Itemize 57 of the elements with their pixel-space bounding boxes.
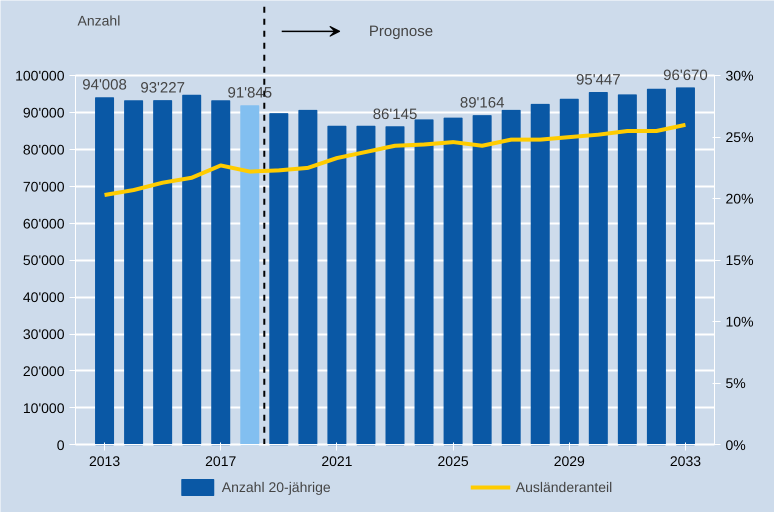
y2-tick-label: 0% [726, 436, 746, 453]
x-tick-label: 2013 [88, 452, 120, 469]
bar [618, 94, 637, 446]
y-tick-label: 30'000 [22, 326, 65, 342]
y2-tick-label: 25% [726, 129, 754, 146]
y2-tick-label: 5% [726, 375, 746, 392]
y-tick-label: 60'000 [22, 215, 65, 232]
bar [95, 97, 114, 446]
data-label: 96'670 [663, 66, 708, 84]
data-label: 93'227 [140, 80, 185, 97]
bar [414, 119, 434, 446]
y-tick-label: 40'000 [22, 289, 65, 306]
legend-label: Ausländeranteil [516, 479, 612, 495]
bar [588, 92, 608, 446]
y-axis-title: Anzahl [78, 12, 120, 28]
data-label: 95'447 [576, 71, 621, 88]
bar [182, 94, 202, 446]
bar [385, 126, 405, 446]
text: Prognose [368, 22, 434, 40]
y2-tick-label: 20% [726, 190, 754, 207]
bar [211, 100, 230, 446]
x-tick-label: 2029 [554, 452, 586, 469]
y-tick-label: 80'000 [22, 141, 65, 158]
x-tick-label: 2033 [670, 452, 702, 469]
bar [646, 88, 666, 446]
x-tick-label: 2025 [438, 452, 469, 469]
y-tick-label: 100'000 [15, 68, 65, 84]
bar [298, 110, 318, 446]
bar [269, 113, 288, 446]
bar [560, 98, 579, 446]
y-tick-label: 10'000 [22, 400, 65, 416]
y2-tick-label: 30% [726, 68, 754, 84]
y-tick-label: 20'000 [22, 362, 65, 379]
line-series [102, 122, 688, 197]
y-tick-label: 70'000 [22, 178, 65, 194]
bar [124, 100, 144, 446]
y-tick-label: 50'000 [22, 252, 65, 268]
y-tick-label: 0 [56, 436, 65, 453]
data-label: 89'164 [460, 94, 504, 112]
data-label: 86'145 [372, 106, 418, 123]
x-tick-label: 2017 [205, 452, 237, 469]
bar [530, 104, 550, 446]
x-tick-label: 2021 [321, 452, 353, 469]
data-label: 91'845 [227, 84, 272, 102]
bar [356, 126, 376, 446]
bar [240, 105, 260, 446]
data-label: 94'008 [82, 76, 127, 94]
bar [472, 115, 492, 446]
legend-label: Anzahl 20-jährige [222, 479, 331, 495]
bar [502, 110, 521, 446]
bar [153, 100, 172, 446]
bar [327, 126, 346, 446]
y-tick-label: 90'000 [22, 104, 65, 121]
y2-tick-label: 10% [726, 314, 754, 330]
bar [676, 87, 695, 446]
y2-tick-label: 15% [726, 252, 754, 268]
bar [444, 118, 463, 446]
